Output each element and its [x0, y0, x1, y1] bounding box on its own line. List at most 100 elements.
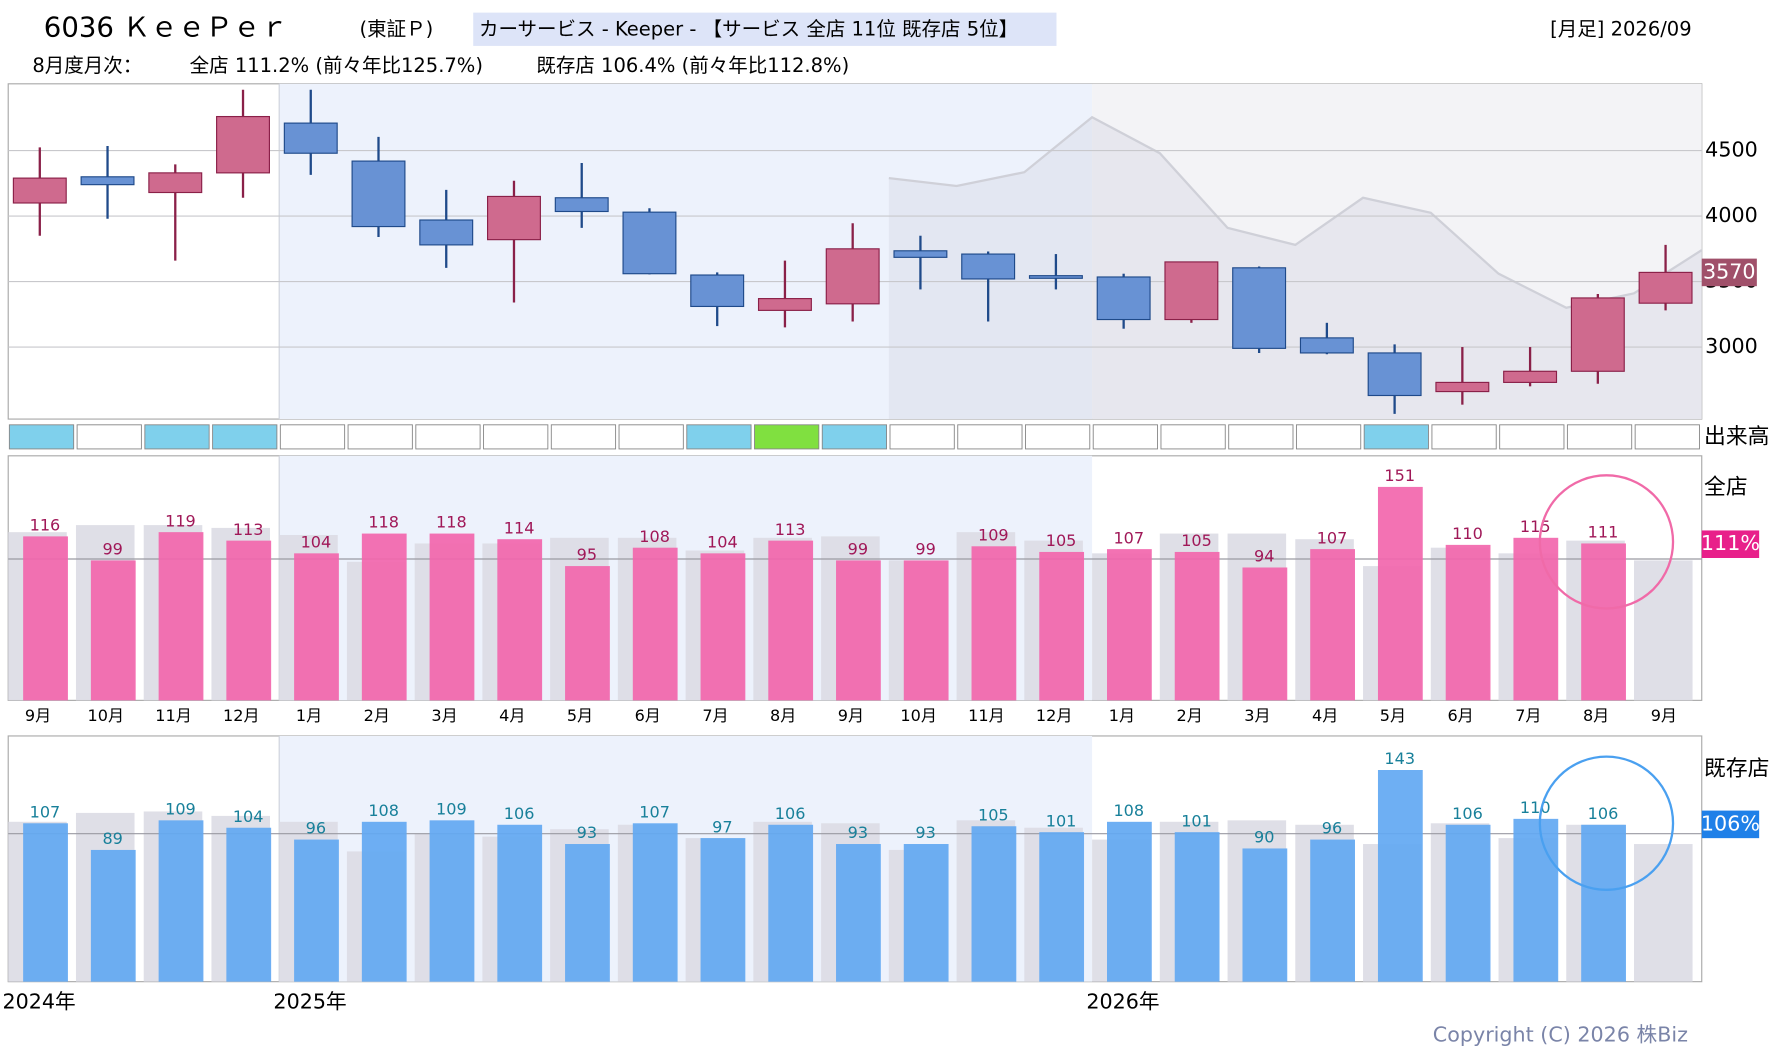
candle-body: [283, 122, 338, 154]
value-label: 99: [848, 540, 868, 559]
x-tick-label: 5月: [567, 706, 593, 725]
candle-body: [961, 253, 1016, 280]
volume-box: [1566, 424, 1633, 450]
value-label: 104: [301, 533, 332, 552]
value-label: 108: [1113, 801, 1144, 820]
bar: [497, 539, 543, 701]
monthly-label: 8月度月次：: [32, 54, 142, 77]
bar: [836, 844, 881, 982]
all-store-summary: 全店 111.2% (前々年比125.7%): [190, 54, 483, 77]
volume-box: [1634, 424, 1700, 450]
x-tick-label: 4月: [1312, 706, 1338, 725]
bar: [1039, 551, 1085, 701]
reference-line: [888, 115, 1703, 309]
candle-body: [1638, 271, 1693, 304]
bar: [565, 844, 610, 982]
candle-body: [690, 274, 745, 308]
candle-body: [757, 298, 812, 311]
bar: [632, 547, 678, 701]
candle-body: [80, 176, 135, 186]
value-label: 104: [707, 533, 738, 552]
panel-label: 全店: [1704, 475, 1748, 500]
bar: [429, 820, 475, 982]
value-label: 93: [848, 823, 868, 842]
value-label: 111: [1588, 523, 1619, 542]
x-tick-label: 12月: [223, 706, 260, 725]
year-shade: [279, 83, 1093, 420]
candle-body: [1028, 275, 1083, 279]
price-badge: [1701, 258, 1757, 287]
value-label: 93: [915, 823, 935, 842]
x-tick-label: 7月: [702, 706, 728, 725]
value-label: 116: [30, 516, 61, 535]
value-label: 113: [775, 520, 806, 539]
bar: [1581, 824, 1626, 982]
badge: [1701, 530, 1760, 558]
x-tick-label: 9月: [25, 706, 51, 725]
bar: [971, 826, 1017, 982]
value-label: 106: [1452, 804, 1483, 823]
value-label: 94: [1254, 547, 1274, 566]
value-label: 115: [1520, 517, 1551, 536]
bar: [23, 823, 68, 982]
volume-box: [483, 424, 549, 450]
highlight-circle: [1538, 474, 1675, 610]
volume-box: [618, 424, 684, 450]
candle-body: [893, 250, 948, 258]
volume-box: [279, 424, 346, 450]
y-tick-label: 3000: [1705, 334, 1758, 358]
value-label: 110: [1520, 798, 1551, 817]
bar: [1107, 549, 1152, 701]
candle-body: [1096, 276, 1151, 321]
bar: [429, 533, 475, 701]
bar: [361, 533, 407, 701]
bar: [1513, 537, 1559, 701]
x-tick-label: 10月: [900, 706, 937, 725]
x-tick-label: 4月: [499, 706, 525, 725]
x-tick-label: 8月: [770, 706, 796, 725]
candle-body: [12, 177, 67, 204]
value-label: 106: [1588, 804, 1619, 823]
value-label: 143: [1384, 749, 1415, 768]
bar: [1377, 486, 1423, 701]
bar: [1310, 839, 1355, 982]
value-label: 119: [165, 511, 196, 530]
value-label: 108: [368, 801, 399, 820]
volume-box: [1431, 424, 1497, 450]
candle-body: [1435, 381, 1490, 393]
volume-box: [957, 424, 1023, 450]
x-tick-label: 6月: [1447, 706, 1473, 725]
value-label: 113: [233, 520, 264, 539]
market: (東証Ｐ): [360, 17, 434, 40]
value-label: 105: [978, 805, 1009, 824]
bar: [1039, 832, 1085, 982]
value-label: 109: [978, 525, 1009, 544]
panel-label: 既存店: [1704, 756, 1769, 781]
bar: [903, 560, 949, 701]
x-tick-label: 7月: [1515, 706, 1541, 725]
bar: [1377, 770, 1423, 982]
volume-box: [8, 424, 75, 450]
bar: [1174, 832, 1220, 982]
category-box: [473, 12, 1057, 46]
candle-body: [1367, 352, 1422, 397]
candle-body: [554, 197, 609, 213]
value-label: 99: [915, 540, 935, 559]
x-tick-label: 11月: [155, 706, 192, 725]
candle-body: [1503, 370, 1558, 383]
badge-label: 106%: [1701, 811, 1760, 835]
value-label: 95: [577, 545, 597, 564]
copyright: Copyright (C) 2026 株Biz: [1433, 1023, 1688, 1047]
bar: [768, 824, 814, 982]
value-label: 89: [102, 829, 122, 848]
value-label: 114: [504, 518, 535, 537]
bar: [836, 560, 881, 701]
year-label: 2026年: [1086, 989, 1159, 1013]
bar: [768, 540, 814, 701]
x-tick-label: 9月: [838, 706, 864, 725]
y-tick-label: 4000: [1705, 203, 1758, 227]
volume-box: [1160, 424, 1226, 450]
candle-body: [148, 172, 203, 194]
volume-box: [1228, 424, 1294, 450]
